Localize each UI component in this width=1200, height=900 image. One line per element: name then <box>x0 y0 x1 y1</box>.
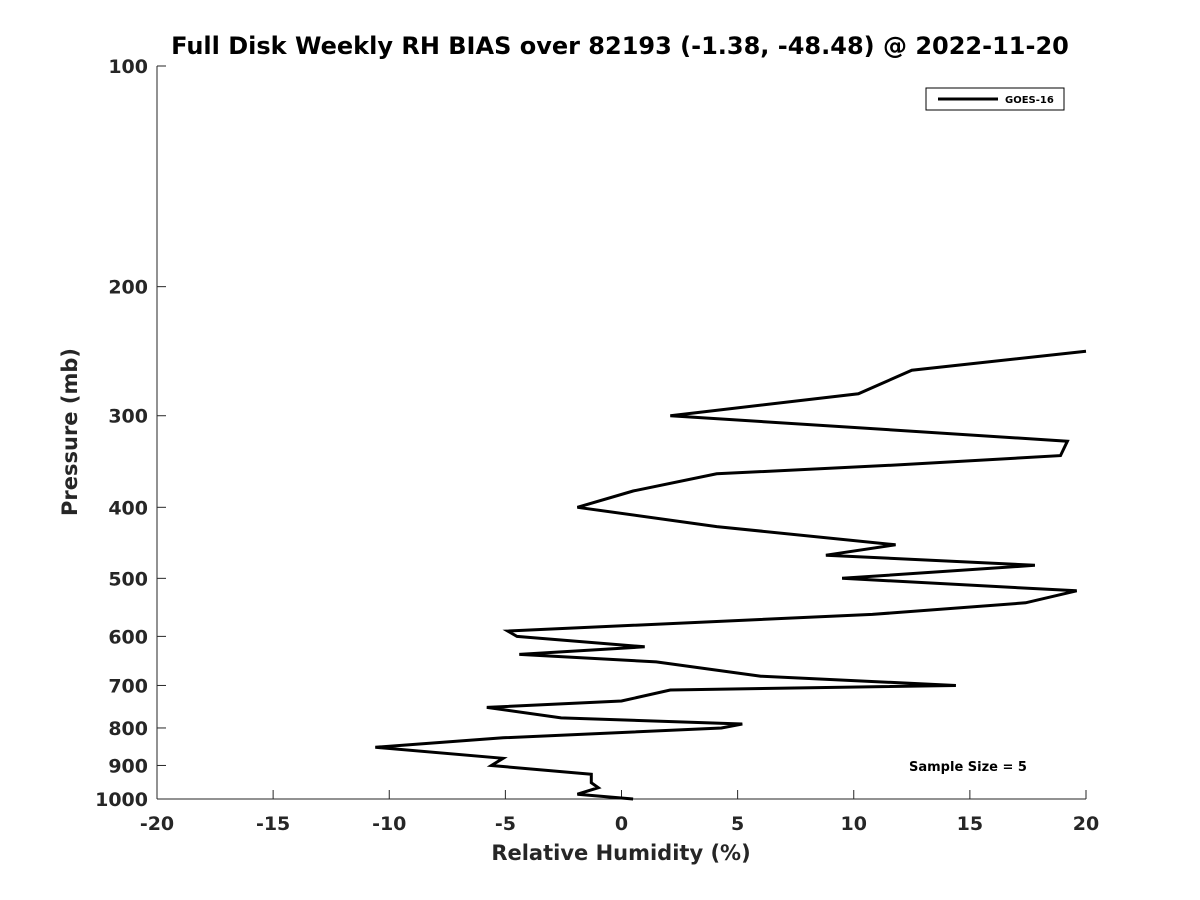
y-ticks: 100 200 300 400 500 600 700 800 900 1000 <box>95 56 166 811</box>
x-tick-label: -5 <box>495 813 516 835</box>
plot-area: -20 -15 -10 -5 0 5 10 15 20 100 200 300 400 500 600 70… <box>95 56 1099 835</box>
y-tick-label: 700 <box>108 675 148 697</box>
x-tick-label: 15 <box>957 813 983 835</box>
y-tick-label: 400 <box>108 497 148 519</box>
x-tick-label: 5 <box>731 813 744 835</box>
x-axis-label: Relative Humidity (%) <box>491 841 750 865</box>
legend-entry-goes-16: GOES-16 <box>1005 95 1054 106</box>
y-tick-label: 900 <box>108 755 148 777</box>
x-tick-label: 0 <box>615 813 628 835</box>
sample-size-annotation: Sample Size = 5 <box>909 760 1027 775</box>
y-tick-label: 500 <box>108 568 148 590</box>
y-tick-label: 1000 <box>95 789 148 811</box>
y-tick-label: 800 <box>108 718 148 740</box>
y-tick-label: 100 <box>108 56 148 78</box>
x-tick-label: -20 <box>140 813 174 835</box>
y-tick-label: 200 <box>108 277 148 299</box>
y-tick-label: 300 <box>108 406 148 428</box>
x-ticks: -20 -15 -10 -5 0 5 10 15 20 <box>140 790 1099 835</box>
x-tick-label: -10 <box>372 813 406 835</box>
y-tick-label: 600 <box>108 626 148 648</box>
series-line-goes-16 <box>375 349 1087 801</box>
x-tick-label: 20 <box>1073 813 1099 835</box>
y-axis-label: Pressure (mb) <box>58 348 82 516</box>
chart-title: Full Disk Weekly RH BIAS over 82193 (-1.… <box>171 32 1069 60</box>
x-tick-label: 10 <box>841 813 867 835</box>
legend: GOES-16 <box>925 87 1065 111</box>
x-tick-label: -15 <box>256 813 290 835</box>
